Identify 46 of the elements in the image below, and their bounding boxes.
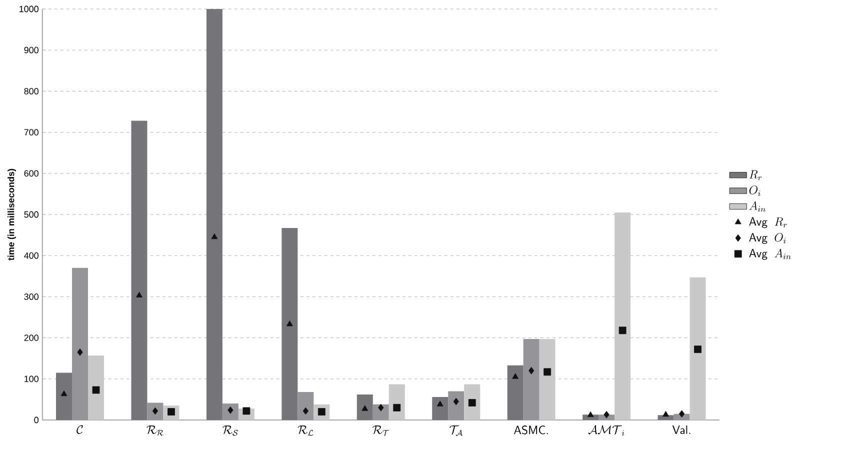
legend-label: $\textsf{Avg}\;\; R_r$ [749,217,787,228]
y-tick-label: 700 [24,129,39,136]
y-tick-label: 800 [24,88,39,94]
bar [56,372,72,420]
bar [147,402,164,420]
y-tick-label: 1000 [20,6,39,12]
legend-label: $A_{in}$ [749,201,766,212]
legend-label: $\textsf{Avg}\;\; A_{in}$ [749,248,791,260]
bar [298,392,314,420]
bar [206,9,222,420]
y-tick-label: 300 [24,294,39,300]
bar [88,355,104,420]
y-tick-label: 0 [34,416,39,424]
legend-label: $\textsf{Avg}\;\; O_i$ [749,233,786,244]
x-tick-label: $\textsf{Val.}$ [672,426,690,434]
bar [464,384,480,420]
x-tick-label: $\mathcal{R}_{\mathcal{L}}$ [298,426,314,436]
bar [72,268,88,420]
bar [356,394,373,420]
y-tick-label: 400 [24,252,39,259]
bar [282,228,298,420]
x-tick-label: $\textsf{ASMC.}$ [514,426,548,434]
x-tick-label: $\mathcal{R}_{\mathcal{S}}$ [222,426,238,436]
legend-label: $O_i$ [749,186,760,196]
y-tick-label: 100 [24,376,39,382]
bar [432,396,448,420]
bar [539,339,556,420]
legend-label: $R_r$ [749,170,762,180]
x-tick-label: $\mathcal{R}_{\mathcal{R}}$ [146,426,164,436]
bar [388,384,405,420]
x-tick-label: $\mathcal{C}$ [76,425,83,434]
bar [690,277,706,420]
x-tick-label: $\mathcal{R}_{\mathcal{T}}$ [372,426,390,436]
x-tick-label: $\mathcal{T}_{\mathcal{A}}$ [450,425,463,436]
x-tick-label: $\mathcal{AMT}_i$ [588,425,624,436]
y-tick-label: 900 [24,46,39,54]
y-axis-title: time (in milliseconds) [8,168,16,260]
y-tick-label: 200 [24,334,39,341]
y-tick-label: 500 [24,211,39,218]
bar [614,212,631,420]
bar [448,391,464,420]
bar [222,404,238,420]
bar [372,404,389,420]
bar [507,365,524,420]
bar [131,120,148,420]
y-tick-label: 600 [24,170,39,177]
